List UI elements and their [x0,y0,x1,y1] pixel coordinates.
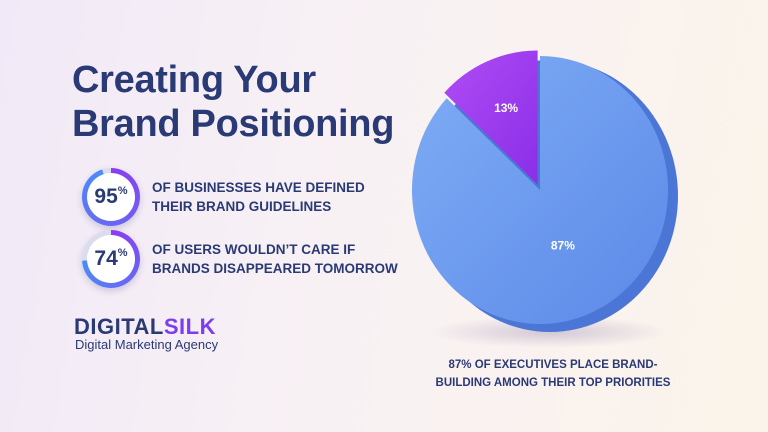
progress-ring [82,168,140,226]
progress-ring [82,230,140,288]
page-title: Creating Your Brand Positioning [72,58,394,146]
title-line-1: Creating Your [72,59,316,101]
stat-description: OF USERS WOULDN’T CARE IF BRANDS DISAPPE… [152,242,398,276]
pie-chart: 13% 87% [412,50,678,348]
title-line-2: Brand Positioning [72,103,395,145]
pie-label-13: 13% [494,101,518,115]
chart-caption: 87% OF EXECUTIVES PLACE BRAND- BUILDING … [435,359,671,389]
stat-percentage: 74% [94,247,128,270]
stat-percentage: 95% [94,185,128,208]
brand-logo: DIGITALSILK [74,314,216,339]
pie-label-87: 87% [551,238,575,252]
pie-slice-13 [444,50,538,185]
pie-slice-87 [412,56,668,324]
brand-tagline: Digital Marketing Agency [75,337,219,352]
stat-description: OF BUSINESSES HAVE DEFINED THEIR BRAND G… [152,180,365,214]
